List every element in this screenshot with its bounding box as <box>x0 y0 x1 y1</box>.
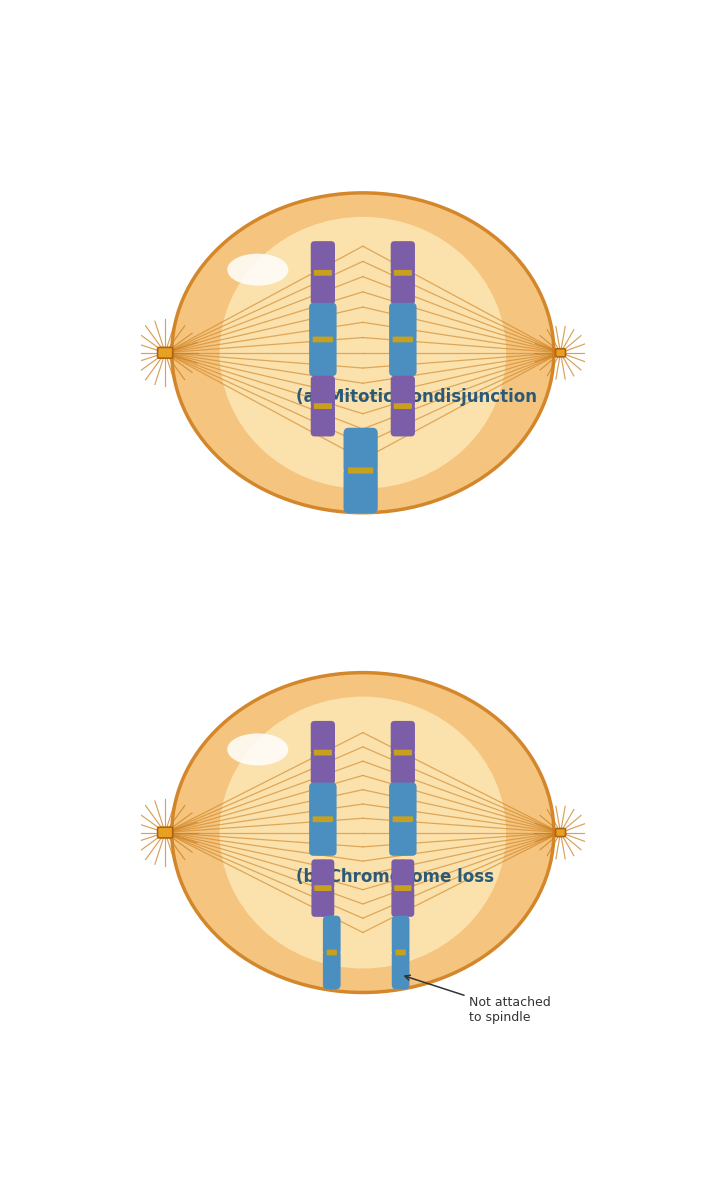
FancyBboxPatch shape <box>343 467 364 514</box>
Ellipse shape <box>172 673 554 992</box>
FancyBboxPatch shape <box>314 886 331 890</box>
FancyBboxPatch shape <box>358 467 378 514</box>
FancyBboxPatch shape <box>320 859 334 889</box>
FancyBboxPatch shape <box>391 721 406 755</box>
FancyBboxPatch shape <box>320 817 336 856</box>
FancyBboxPatch shape <box>320 376 335 408</box>
FancyBboxPatch shape <box>391 241 406 275</box>
FancyBboxPatch shape <box>396 949 406 955</box>
FancyBboxPatch shape <box>394 403 412 409</box>
Ellipse shape <box>172 193 554 512</box>
FancyBboxPatch shape <box>389 817 406 856</box>
FancyBboxPatch shape <box>320 751 335 785</box>
FancyBboxPatch shape <box>556 828 566 836</box>
FancyBboxPatch shape <box>313 816 333 822</box>
FancyBboxPatch shape <box>158 348 173 358</box>
FancyBboxPatch shape <box>311 751 326 785</box>
FancyBboxPatch shape <box>314 403 332 409</box>
FancyBboxPatch shape <box>313 336 333 342</box>
FancyBboxPatch shape <box>392 916 409 955</box>
FancyBboxPatch shape <box>320 782 336 822</box>
FancyBboxPatch shape <box>309 782 326 822</box>
FancyBboxPatch shape <box>392 887 406 917</box>
FancyBboxPatch shape <box>320 887 334 917</box>
FancyBboxPatch shape <box>320 404 335 437</box>
Ellipse shape <box>219 697 506 968</box>
FancyBboxPatch shape <box>400 887 414 917</box>
FancyBboxPatch shape <box>392 859 406 889</box>
FancyBboxPatch shape <box>393 336 413 342</box>
FancyBboxPatch shape <box>312 859 326 889</box>
FancyBboxPatch shape <box>400 751 415 785</box>
FancyBboxPatch shape <box>400 782 416 822</box>
FancyBboxPatch shape <box>391 404 406 437</box>
FancyBboxPatch shape <box>312 887 326 917</box>
FancyBboxPatch shape <box>391 376 406 408</box>
FancyBboxPatch shape <box>400 721 415 755</box>
FancyBboxPatch shape <box>311 271 326 305</box>
FancyBboxPatch shape <box>320 302 336 342</box>
FancyBboxPatch shape <box>400 302 416 342</box>
FancyBboxPatch shape <box>323 916 341 955</box>
FancyBboxPatch shape <box>320 337 336 376</box>
FancyBboxPatch shape <box>394 750 412 756</box>
FancyBboxPatch shape <box>320 241 335 275</box>
FancyBboxPatch shape <box>391 751 406 785</box>
FancyBboxPatch shape <box>394 886 411 890</box>
FancyBboxPatch shape <box>158 827 173 838</box>
FancyBboxPatch shape <box>400 271 415 305</box>
Ellipse shape <box>219 217 506 488</box>
FancyBboxPatch shape <box>314 270 332 276</box>
FancyBboxPatch shape <box>320 271 335 305</box>
FancyBboxPatch shape <box>394 270 412 276</box>
Ellipse shape <box>227 733 288 766</box>
FancyBboxPatch shape <box>358 427 378 474</box>
FancyBboxPatch shape <box>311 241 326 275</box>
FancyBboxPatch shape <box>393 816 413 822</box>
FancyBboxPatch shape <box>323 950 341 989</box>
FancyBboxPatch shape <box>311 376 326 408</box>
FancyBboxPatch shape <box>309 337 326 376</box>
FancyBboxPatch shape <box>343 427 364 474</box>
Text: (a) Mitotic nondisjunction: (a) Mitotic nondisjunction <box>296 389 537 407</box>
Text: (b) Chromosome loss: (b) Chromosome loss <box>296 868 494 886</box>
FancyBboxPatch shape <box>400 404 415 437</box>
FancyBboxPatch shape <box>311 721 326 755</box>
FancyBboxPatch shape <box>309 817 326 856</box>
FancyBboxPatch shape <box>391 271 406 305</box>
FancyBboxPatch shape <box>326 949 337 955</box>
FancyBboxPatch shape <box>400 337 416 376</box>
FancyBboxPatch shape <box>314 750 332 756</box>
FancyBboxPatch shape <box>556 349 566 356</box>
FancyBboxPatch shape <box>389 302 406 342</box>
FancyBboxPatch shape <box>348 468 373 474</box>
FancyBboxPatch shape <box>400 859 414 889</box>
FancyBboxPatch shape <box>400 241 415 275</box>
FancyBboxPatch shape <box>389 782 406 822</box>
Text: Not attached
to spindle: Not attached to spindle <box>405 976 552 1025</box>
Ellipse shape <box>227 253 288 286</box>
FancyBboxPatch shape <box>389 337 406 376</box>
FancyBboxPatch shape <box>311 404 326 437</box>
FancyBboxPatch shape <box>400 376 415 408</box>
FancyBboxPatch shape <box>392 950 409 989</box>
FancyBboxPatch shape <box>309 302 326 342</box>
FancyBboxPatch shape <box>400 817 416 856</box>
FancyBboxPatch shape <box>320 721 335 755</box>
